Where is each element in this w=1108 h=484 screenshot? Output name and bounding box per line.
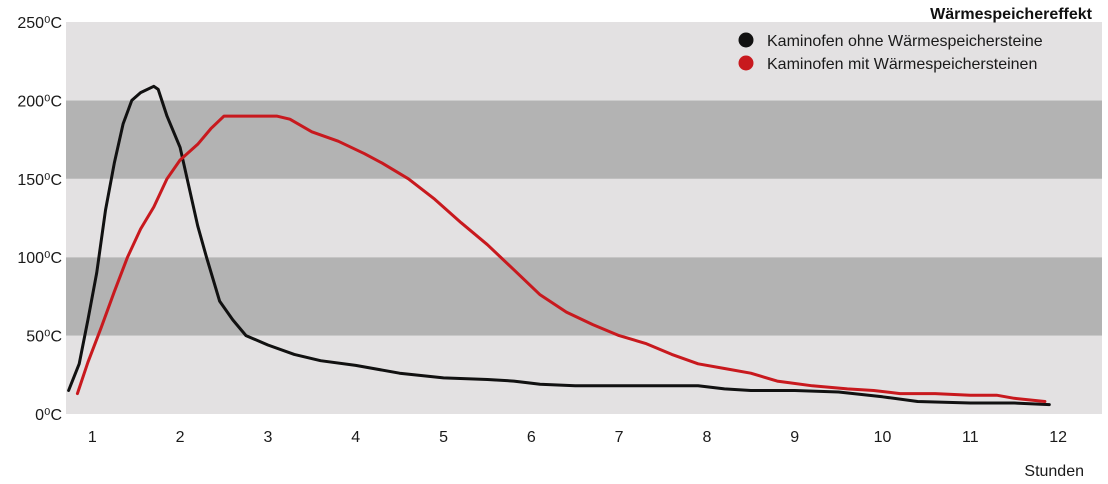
x-tick-label: 1 bbox=[88, 429, 97, 446]
background-band-2 bbox=[66, 178, 1102, 258]
y-tick-label: 250⁰C bbox=[17, 15, 62, 32]
legend-marker-1 bbox=[738, 55, 754, 71]
y-tick-label: 0⁰C bbox=[35, 407, 62, 424]
background-bands bbox=[66, 22, 1102, 414]
x-tick-label: 8 bbox=[702, 429, 711, 446]
y-tick-label: 100⁰C bbox=[17, 250, 62, 267]
series-line-1 bbox=[75, 114, 1047, 403]
background-band-3 bbox=[66, 100, 1102, 179]
x-tick-label: 7 bbox=[615, 429, 624, 446]
y-axis-ticks: 0⁰C 50⁰C 100⁰C 150⁰C 200⁰C 250⁰C bbox=[17, 15, 62, 424]
x-tick-label: 3 bbox=[263, 429, 272, 446]
background-band-1 bbox=[66, 257, 1102, 336]
x-tick-label: 4 bbox=[351, 429, 360, 446]
legend-label-0: Kaminofen ohne Wärmespeichersteine bbox=[767, 33, 1043, 50]
x-tick-label: 10 bbox=[874, 429, 892, 446]
x-tick-label: 11 bbox=[962, 429, 979, 446]
y-tick-label: 150⁰C bbox=[17, 172, 62, 189]
x-tick-label: 2 bbox=[176, 429, 185, 446]
y-tick-label: 200⁰C bbox=[17, 93, 62, 110]
series-lines bbox=[67, 84, 1051, 407]
x-tick-label: 5 bbox=[439, 429, 448, 446]
chart-title: Wärmespeichereffekt bbox=[930, 6, 1093, 23]
x-axis-label: Stunden bbox=[1024, 463, 1084, 480]
x-tick-label: 6 bbox=[527, 429, 536, 446]
y-tick-label: 50⁰C bbox=[26, 329, 62, 346]
x-tick-label: 9 bbox=[790, 429, 799, 446]
legend: Kaminofen ohne Wärmespeichersteine Kamino… bbox=[738, 32, 1043, 73]
x-axis-ticks: 1 2 3 4 5 6 7 8 9 10 11 12 bbox=[88, 429, 1067, 446]
x-tick-label: 12 bbox=[1049, 429, 1067, 446]
series-line-0 bbox=[67, 84, 1051, 407]
legend-label-1: Kaminofen mit Wärmespeichersteinen bbox=[767, 56, 1037, 73]
legend-marker-0 bbox=[738, 32, 754, 48]
background-band-4 bbox=[66, 22, 1102, 101]
